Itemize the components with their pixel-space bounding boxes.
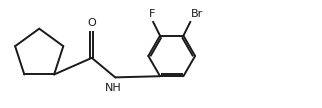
Text: Br: Br: [191, 9, 204, 19]
Text: F: F: [149, 9, 155, 19]
Text: O: O: [88, 18, 96, 28]
Text: NH: NH: [105, 83, 122, 93]
